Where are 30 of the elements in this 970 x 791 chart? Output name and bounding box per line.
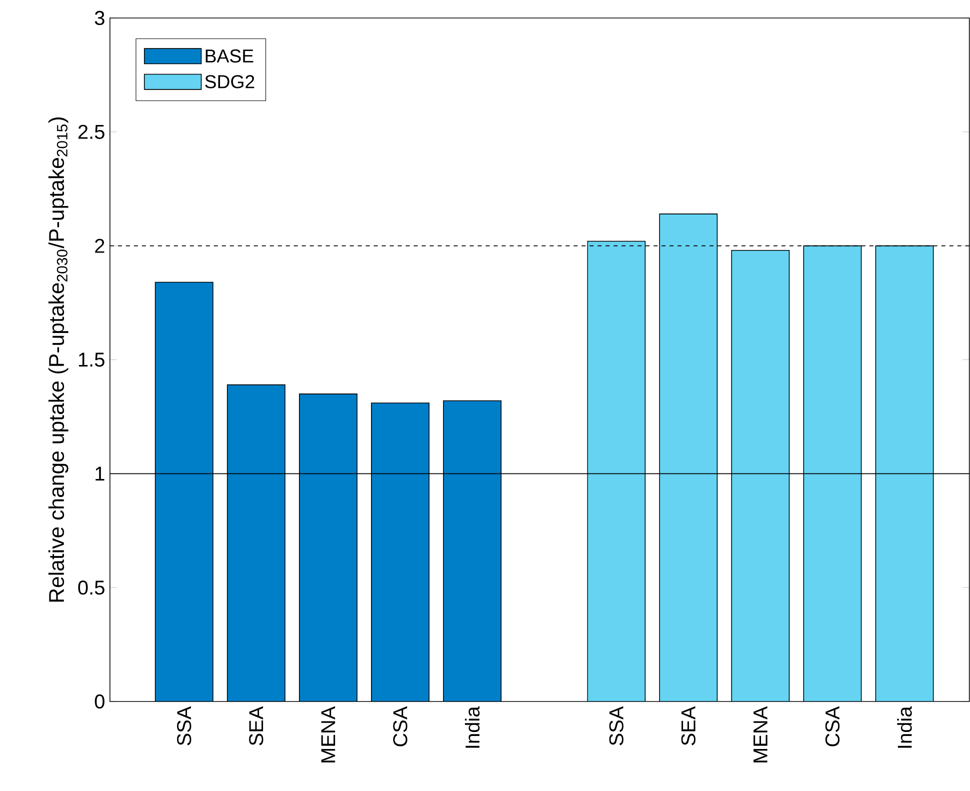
bar — [155, 282, 213, 702]
y-tick-label: 3 — [94, 10, 104, 25]
x-tick-label: SEA — [249, 706, 264, 746]
x-tick-label: MENA — [321, 706, 336, 762]
x-tick-label: SEA — [681, 706, 696, 746]
y-tick-label: 1.5 — [78, 352, 104, 366]
bar — [875, 245, 934, 702]
bar — [731, 250, 790, 702]
bar — [299, 394, 358, 702]
y-tick-label: 2 — [95, 238, 104, 253]
bar — [443, 400, 502, 702]
bar — [803, 245, 862, 702]
y-tick-label: 0.5 — [78, 580, 104, 594]
legend-label: SDG2 — [205, 74, 254, 88]
y-axis-title: Relative change uptake (P-uptake$_{2030}$/P-uptake$_{2015}$) — [48, 117, 68, 602]
y-tick-label: 2.5 — [78, 124, 104, 139]
y-tick-label: 0 — [94, 694, 104, 708]
x-tick-label: India — [897, 706, 912, 748]
legend-label: BASE — [206, 49, 254, 62]
x-tick-label: MENA — [754, 706, 768, 762]
x-tick-label: CSA — [393, 706, 408, 746]
bar — [659, 213, 718, 702]
bar — [587, 240, 646, 702]
x-tick-label: CSA — [825, 706, 840, 746]
x-tick-label: SSA — [177, 706, 192, 746]
bar — [371, 402, 430, 702]
x-tick-label: India — [464, 706, 480, 748]
bar — [227, 384, 285, 702]
x-tick-label: SSA — [609, 706, 624, 746]
y-tick-label: 1 — [96, 466, 104, 480]
